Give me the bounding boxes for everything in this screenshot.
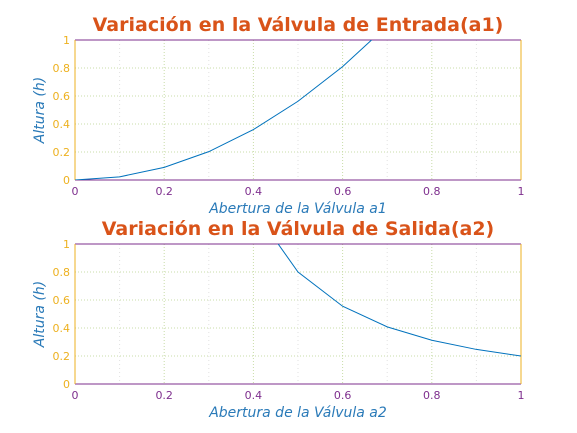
y-tick-label: 0.2	[53, 146, 71, 159]
chart-title: Variación en la Válvula de Salida(a2)	[102, 218, 494, 240]
x-tick-label: 0.6	[334, 389, 352, 402]
y-tick-label: 0	[63, 174, 70, 187]
ticks: 0 0.2 0.4 0.6 0.8 1 0 0.2 0.4 0.6 0.8 1	[53, 34, 525, 198]
axes-frame	[74, 39, 522, 181]
x-axis-label: Abertura de la Válvula a2	[208, 405, 387, 421]
y-tick-label: 0.6	[53, 90, 71, 103]
subplot-entrada: Variación en la Válvula de Entrada(a1) 0…	[32, 14, 525, 217]
series-line	[75, 40, 373, 180]
grid	[75, 40, 521, 180]
y-tick-label: 0.8	[53, 266, 71, 279]
series	[75, 40, 373, 180]
x-tick-label: 0.6	[334, 185, 352, 198]
y-tick-label: 0	[63, 378, 70, 391]
x-tick-label: 0.8	[423, 389, 441, 402]
x-tick-label: 0.8	[423, 185, 441, 198]
grid	[75, 244, 521, 384]
chart-title: Variación en la Válvula de Entrada(a1)	[93, 14, 504, 36]
y-tick-label: 0.6	[53, 294, 71, 307]
x-tick-label: 1	[518, 185, 525, 198]
series-line	[277, 244, 521, 357]
x-tick-label: 0.2	[155, 389, 173, 402]
series	[277, 244, 521, 357]
x-tick-label: 0	[72, 389, 79, 402]
y-tick-label: 0.8	[53, 62, 71, 75]
y-axis-label: Altura (h)	[32, 281, 48, 348]
y-tick-label: 0.4	[53, 322, 71, 335]
y-tick-label: 1	[63, 238, 70, 251]
x-tick-label: 1	[518, 389, 525, 402]
y-tick-label: 1	[63, 34, 70, 47]
y-tick-label: 0.2	[53, 350, 71, 363]
x-axis-label: Abertura de la Válvula a1	[208, 201, 387, 217]
x-tick-label: 0.4	[245, 389, 263, 402]
x-tick-label: 0.2	[155, 185, 173, 198]
axes-frame	[74, 243, 522, 385]
y-axis-label: Altura (h)	[32, 77, 48, 144]
ticks: 0 0.2 0.4 0.6 0.8 1 0 0.2 0.4 0.6 0.8 1	[53, 238, 525, 402]
x-tick-label: 0.4	[245, 185, 263, 198]
y-tick-label: 0.4	[53, 118, 71, 131]
x-tick-label: 0	[72, 185, 79, 198]
